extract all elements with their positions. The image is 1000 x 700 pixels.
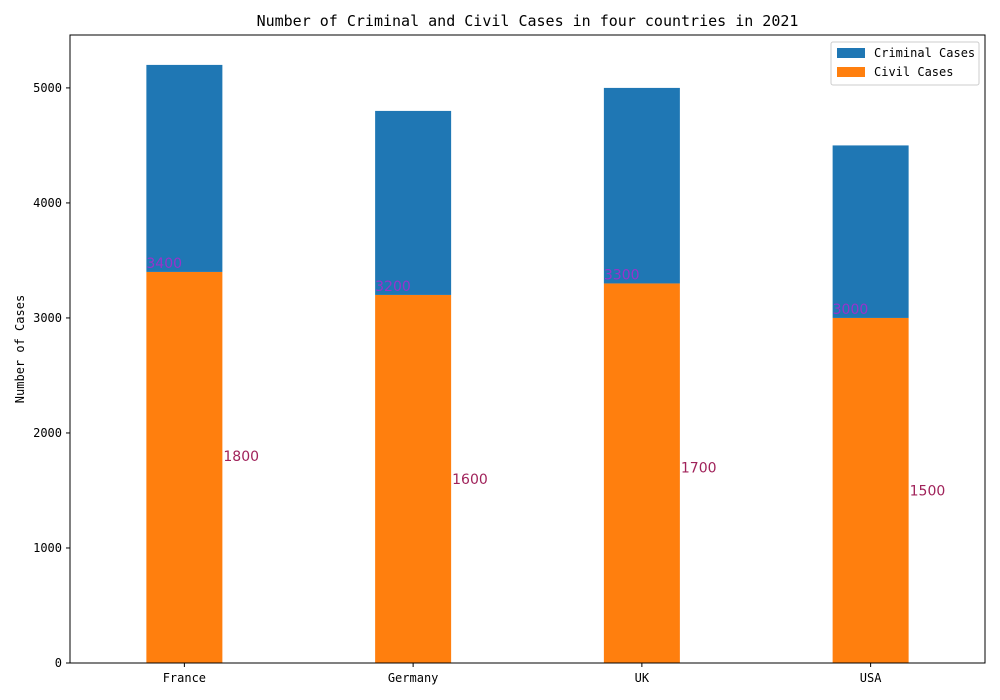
data-label-civil-usa: 3000	[833, 302, 869, 318]
bar-civil-uk	[603, 283, 680, 663]
y-axis-label: Number of Cases	[13, 295, 27, 403]
data-label-criminal-france: 1800	[223, 449, 259, 465]
y-tick-label-1000: 1000	[33, 541, 62, 555]
data-label-criminal-germany: 1600	[452, 472, 488, 488]
x-tick-label-france: France	[163, 671, 206, 685]
bar-civil-usa	[832, 317, 909, 663]
y-tick-label-4000: 4000	[33, 196, 62, 210]
data-label-civil-uk: 3300	[604, 267, 640, 283]
bar-criminal-france	[146, 64, 223, 272]
legend-swatch-civil	[837, 67, 865, 77]
y-axis: 0 1000 2000 3000 4000 5000	[33, 81, 70, 670]
y-tick-label-3000: 3000	[33, 311, 62, 325]
data-label-civil-france: 3400	[146, 256, 182, 272]
data-label-civil-germany: 3200	[375, 279, 411, 295]
bars-layer	[146, 64, 909, 663]
bar-criminal-usa	[832, 145, 909, 318]
bar-criminal-uk	[603, 87, 680, 284]
y-tick-label-2000: 2000	[33, 426, 62, 440]
data-label-criminal-uk: 1700	[681, 460, 717, 476]
bar-criminal-germany	[375, 110, 452, 295]
plot-area-frame	[69, 34, 986, 664]
x-tick-label-germany: Germany	[388, 671, 439, 685]
legend-label-criminal: Criminal Cases	[874, 46, 975, 60]
data-labels-layer: 3400 1800 3200 1600 3300 1700 3000 1500	[146, 256, 945, 500]
y-tick-label-0: 0	[55, 656, 62, 670]
bar-civil-france	[146, 271, 223, 663]
legend-swatch-criminal	[837, 48, 865, 58]
legend-label-civil: Civil Cases	[874, 65, 953, 79]
bar-civil-germany	[375, 294, 452, 663]
chart-title: Number of Criminal and Civil Cases in fo…	[257, 12, 799, 30]
x-tick-label-usa: USA	[860, 671, 882, 685]
x-axis: France Germany UK USA	[163, 663, 882, 685]
legend-box	[830, 41, 980, 86]
x-tick-label-uk: UK	[635, 671, 650, 685]
y-tick-label-5000: 5000	[33, 81, 62, 95]
legend: Criminal Cases Civil Cases	[830, 41, 980, 86]
data-label-criminal-usa: 1500	[910, 483, 946, 499]
